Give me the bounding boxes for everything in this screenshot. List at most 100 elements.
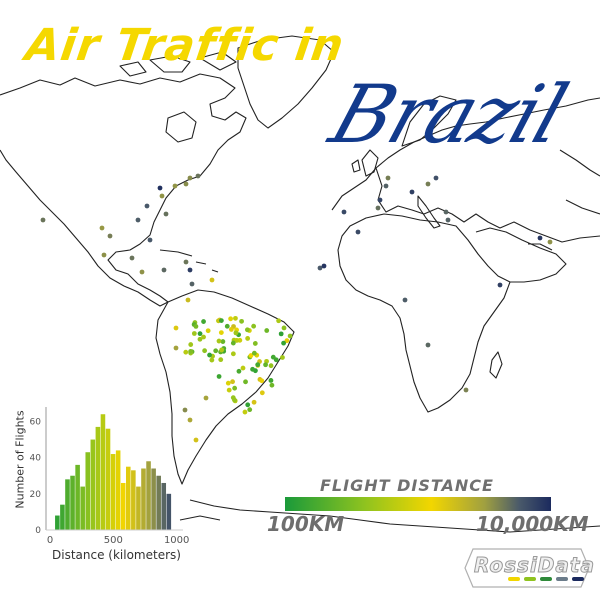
destination-marker	[107, 233, 113, 239]
destination-marker	[185, 297, 191, 303]
histogram-axes: 0 20 40 60 0 500 1000	[30, 407, 189, 546]
asia-edge	[559, 149, 600, 215]
destination-marker	[236, 368, 242, 374]
destination-marker	[445, 217, 451, 223]
histogram-bar	[166, 493, 172, 530]
destination-marker	[183, 349, 189, 355]
italy	[417, 195, 441, 229]
destination-marker	[226, 387, 232, 393]
destination-marker	[129, 255, 135, 261]
histogram-y-tick-label: 40	[30, 454, 42, 464]
histogram-bar	[75, 464, 80, 530]
histogram-y-tick-label: 60	[30, 417, 42, 427]
destination-marker	[251, 350, 257, 356]
histogram-bar	[60, 504, 65, 530]
destination-marker	[250, 366, 255, 372]
land-outlines	[0, 35, 600, 533]
destination-marker	[183, 259, 189, 265]
histogram-y-tick-label: 0	[35, 526, 41, 536]
destination-marker	[251, 323, 257, 329]
destination-marker	[269, 382, 275, 388]
destination-marker	[377, 197, 383, 203]
histogram-bar	[120, 482, 126, 530]
destination-marker	[259, 378, 265, 384]
destination-marker	[218, 357, 224, 363]
histogram-y-tick-label: 20	[30, 490, 42, 500]
distance-histogram: 0 20 40 60 0 500 1000	[30, 407, 189, 546]
histogram-bar	[136, 486, 141, 530]
destination-marker	[375, 205, 381, 211]
destination-marker	[147, 237, 153, 243]
destination-marker	[197, 336, 203, 342]
histogram-x-tick-label: 500	[104, 535, 123, 546]
destination-marker	[139, 269, 145, 275]
destination-marker	[187, 175, 193, 181]
destination-marker	[187, 417, 193, 423]
histogram-bars	[55, 414, 172, 530]
legend-max-label: 10,000KM	[476, 512, 589, 536]
destination-marker	[278, 331, 284, 337]
destination-marker	[247, 407, 253, 413]
destination-marker	[203, 395, 209, 401]
europe-outline	[331, 97, 600, 243]
destination-marker	[218, 330, 224, 335]
logo-stripe	[556, 577, 568, 581]
destination-marker	[224, 323, 230, 329]
destination-marker	[281, 325, 287, 331]
destination-marker	[219, 347, 225, 353]
histogram-bar	[110, 454, 116, 530]
histogram-bar	[156, 475, 161, 530]
logo-text: RossiData	[474, 553, 595, 578]
histogram-bar	[85, 452, 91, 530]
destination-marker	[280, 355, 285, 360]
destination-marker	[205, 328, 211, 334]
arabia	[475, 227, 567, 283]
destination-marker	[233, 330, 239, 336]
destination-marker	[232, 397, 237, 403]
title-line-2: Brazil	[319, 68, 577, 161]
destination-marker	[244, 327, 250, 333]
destination-marker	[173, 345, 179, 351]
logo-stripe	[524, 577, 536, 581]
destination-marker	[225, 380, 231, 386]
destination-marker	[135, 217, 141, 223]
destination-marker	[195, 173, 201, 179]
destination-marker	[230, 379, 235, 385]
logo-color-stripes	[508, 577, 584, 581]
destination-marker	[209, 357, 215, 363]
destination-marker	[188, 342, 194, 347]
destination-marker	[144, 203, 150, 209]
destination-marker	[232, 385, 238, 391]
histogram-bar	[100, 414, 106, 530]
destination-marker	[193, 323, 199, 329]
destination-marker	[189, 281, 195, 287]
destination-marker	[245, 402, 251, 408]
histogram-bar	[95, 426, 101, 530]
destination-marker	[385, 175, 391, 181]
logo-badge	[464, 548, 590, 588]
histogram-x-axis-label: Distance (kilometers)	[52, 548, 181, 562]
histogram-bar	[131, 470, 136, 530]
destination-marker	[245, 336, 251, 341]
destination-marker	[252, 341, 258, 346]
destination-marker	[281, 340, 286, 346]
destination-marker	[216, 338, 222, 344]
destination-marker	[239, 318, 244, 324]
hudson-bay	[165, 111, 197, 143]
destination-marker	[202, 348, 208, 354]
destination-marker	[537, 235, 543, 241]
destination-marker	[284, 338, 290, 344]
destination-marker	[264, 328, 270, 333]
destination-marker	[242, 409, 248, 415]
destination-marker	[276, 318, 282, 324]
destination-marker	[99, 225, 105, 231]
destination-marker	[201, 334, 206, 340]
north-america-outline	[0, 73, 247, 307]
greenland-outline	[237, 35, 335, 129]
histogram-bar	[90, 439, 96, 530]
title-line-1: Air Traffic in	[22, 20, 348, 71]
destination-marker	[182, 407, 188, 413]
british-isles	[351, 149, 379, 177]
destination-marker	[230, 340, 236, 346]
destination-marker	[233, 315, 238, 321]
